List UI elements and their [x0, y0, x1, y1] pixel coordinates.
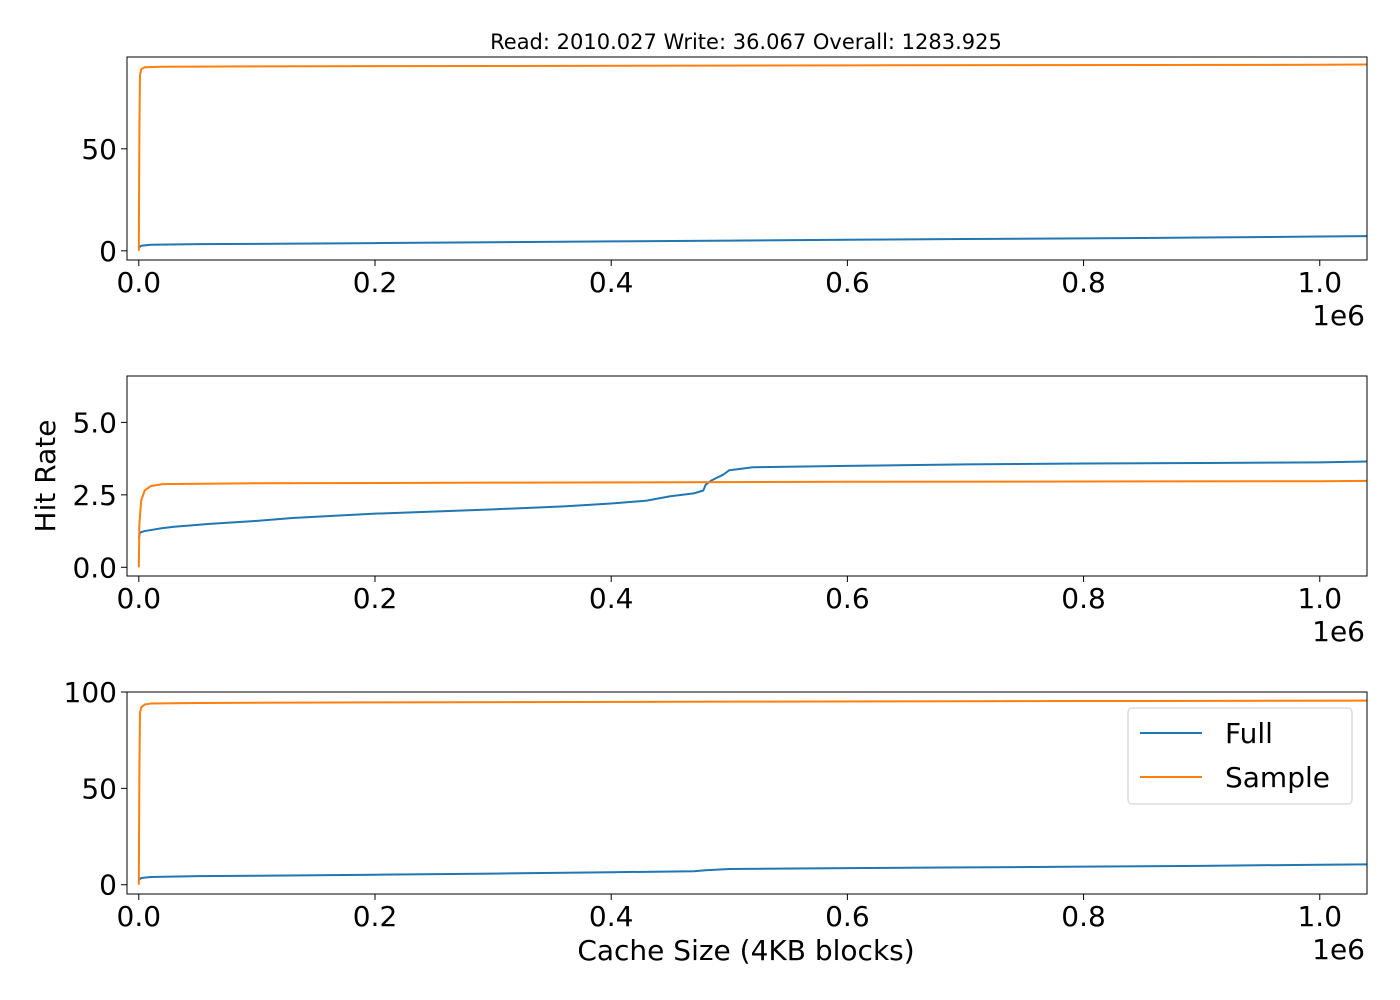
series-group: [137, 699, 1367, 885]
y-tick-label: 0.0: [72, 551, 117, 584]
y-tick-label: 0: [99, 869, 117, 902]
x-tick-label: 0.0: [117, 582, 162, 615]
x-tick-label: 0.0: [117, 900, 162, 933]
y-tick-label: 50: [81, 772, 117, 805]
series-line-full: [138, 863, 1367, 881]
x-axis-label: Cache Size (4KB blocks): [577, 934, 914, 967]
series-line-full: [138, 235, 1367, 249]
x-tick-label: 0.8: [1061, 900, 1106, 933]
series-group: [137, 460, 1367, 568]
series-line-full: [137, 460, 1367, 539]
x-tick-label: 0.2: [353, 266, 398, 299]
chart-panel-2: 0.0 0.2 0.4 0.6 0.8 1.0 0.0 2.5 5.0 1e6: [72, 375, 1368, 648]
chart-panel-3: 0.0 0.2 0.4 0.6 0.8 1.0 0 50 100 1e6: [64, 676, 1368, 966]
series-line-sample: [137, 63, 1367, 251]
x-tick-label: 0.4: [589, 266, 634, 299]
x-tick-label: 0.8: [1061, 266, 1106, 299]
x-tick-label: 0.6: [825, 582, 870, 615]
series-group: [137, 63, 1367, 251]
x-tick-label: 1.0: [1297, 266, 1342, 299]
chart-title: Read: 2010.027 Write: 36.067 Overall: 12…: [490, 30, 1002, 54]
y-tick-label: 50: [81, 133, 117, 166]
y-tick-label: 0: [99, 235, 117, 268]
y-tick-label: 5.0: [72, 406, 117, 439]
chart-panels: 0.0 0.2 0.4 0.6 0.8 1.0 0 50 1e6 0.0 0.2 0.4 0.6 0.8 1…: [64, 56, 1368, 966]
x-tick-label: 0.4: [589, 582, 634, 615]
y-tick-label: 100: [64, 676, 117, 709]
series-line-sample: [137, 699, 1367, 885]
legend-label-sample: Sample: [1225, 761, 1330, 794]
x-tick-label: 0.2: [353, 582, 398, 615]
x-tick-label: 1.0: [1297, 900, 1342, 933]
legend-label-full: Full: [1225, 717, 1273, 750]
x-tick-label: 0.0: [117, 266, 162, 299]
plot-frame: [126, 375, 1368, 577]
x-tick-label: 0.6: [825, 266, 870, 299]
x-tick-label: 0.6: [825, 900, 870, 933]
legend: Full Sample: [1127, 707, 1353, 805]
y-tick-label: 2.5: [72, 479, 117, 512]
x-offset-label: 1e6: [1312, 615, 1365, 648]
plot-frame: [126, 691, 1368, 895]
chart-panel-1: 0.0 0.2 0.4 0.6 0.8 1.0 0 50 1e6: [81, 56, 1368, 332]
x-tick-label: 0.2: [353, 900, 398, 933]
series-line-sample: [137, 479, 1367, 568]
x-tick-label: 1.0: [1297, 582, 1342, 615]
x-offset-label: 1e6: [1312, 933, 1365, 966]
x-offset-label: 1e6: [1312, 299, 1365, 332]
x-tick-label: 0.8: [1061, 582, 1106, 615]
plot-frame: [126, 56, 1368, 261]
x-tick-label: 0.4: [589, 900, 634, 933]
y-axis-label: Hit Rate: [29, 420, 62, 533]
